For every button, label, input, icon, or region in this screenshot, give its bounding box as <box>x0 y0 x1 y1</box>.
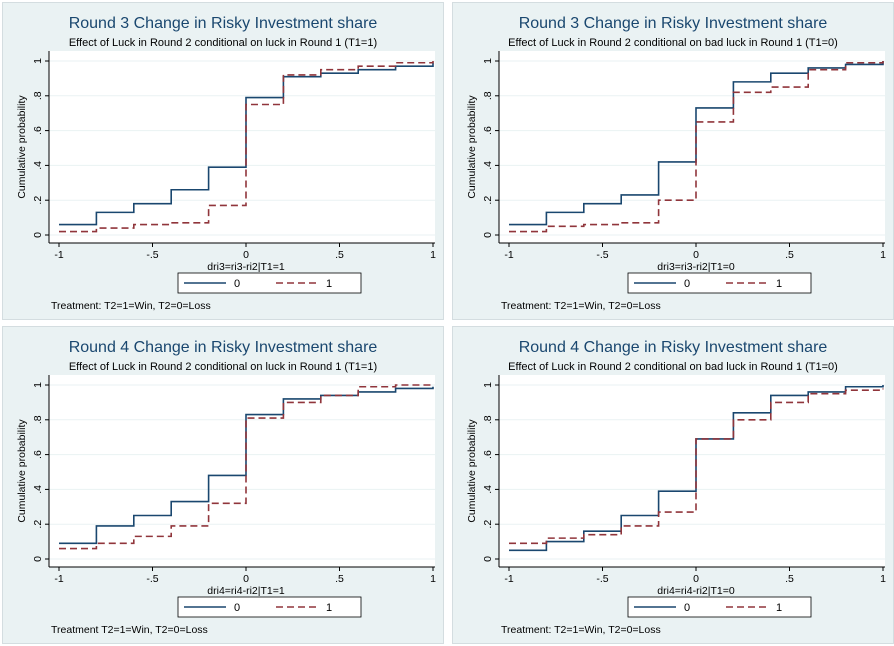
y-tick-label: 0 <box>32 232 44 238</box>
chart-note: Treatment: T2=1=Win, T2=0=Loss <box>501 300 661 312</box>
y-tick-label: 0 <box>482 556 494 562</box>
y-tick-label: 1 <box>482 382 494 388</box>
legend-label-0: 0 <box>234 278 240 290</box>
x-tick-label: -1 <box>504 573 513 585</box>
chart-subtitle: Effect of Luck in Round 2 conditional on… <box>68 37 378 49</box>
chart-subtitle: Effect of Luck in Round 2 conditional on… <box>508 361 838 373</box>
chart-panel-round4-badluck: Round 4 Change in Risky Investment share… <box>452 326 894 644</box>
x-axis-title: dri3=ri3-ri2|T1=1 <box>207 261 285 273</box>
y-tick-label: 1 <box>32 382 44 388</box>
legend-label-0: 0 <box>684 278 690 290</box>
chart-title: Round 3 Change in Risky Investment share <box>518 15 828 32</box>
legend-label-0: 0 <box>234 602 240 614</box>
series-line-0 <box>509 61 884 226</box>
legend-box <box>627 272 812 294</box>
x-tick-label: .5 <box>785 249 794 261</box>
chart-note: Treatment: T2=1=Win, T2=0=Loss <box>51 300 211 312</box>
y-tick-label: .2 <box>482 520 494 529</box>
legend-label-0: 0 <box>684 602 690 614</box>
x-tick-label: -.5 <box>146 573 158 585</box>
y-tick-label: .2 <box>32 520 44 529</box>
y-tick-label: 1 <box>482 58 494 64</box>
series-line-0 <box>59 62 434 226</box>
x-tick-label: 1 <box>430 249 436 261</box>
x-tick-label: 0 <box>693 249 699 261</box>
chart-subtitle: Effect of Luck in Round 2 conditional on… <box>508 37 838 49</box>
chart-panel-round3-luck: Round 3 Change in Risky Investment share… <box>2 2 444 320</box>
plot-area <box>499 51 885 243</box>
x-tick-label: 1 <box>430 573 436 585</box>
x-tick-label: 0 <box>243 249 249 261</box>
legend-box <box>177 596 362 618</box>
x-tick-label: -1 <box>54 249 63 261</box>
y-tick-label: 0 <box>32 556 44 562</box>
y-axis-title: Cumulative probability <box>466 419 478 523</box>
x-tick-label: 0 <box>693 573 699 585</box>
plot-area <box>49 51 435 243</box>
x-tick-label: 0 <box>243 573 249 585</box>
y-tick-label: .2 <box>482 196 494 205</box>
y-axis-title: Cumulative probability <box>466 95 478 199</box>
chart-title: Round 4 Change in Risky Investment share <box>68 339 378 356</box>
legend-box <box>177 272 362 294</box>
y-tick-label: .8 <box>482 415 494 424</box>
y-tick-label: .4 <box>32 485 44 494</box>
y-tick-label: .6 <box>32 450 44 459</box>
y-tick-label: .6 <box>32 126 44 135</box>
x-axis-title: dri4=ri4-ri2|T1=0 <box>657 585 735 597</box>
plot-svg: 0 .2 .4 .6 .8 1 -1 -.5 0 .5 1 Cumulative probabilit… <box>16 51 436 294</box>
x-tick-label: .5 <box>335 573 344 585</box>
legend-label-1: 1 <box>776 602 782 614</box>
chart-title: Round 4 Change in Risky Investment share <box>518 339 828 356</box>
y-tick-label: .4 <box>482 161 494 170</box>
chart-note: Treatment: T2=1=Win, T2=0=Loss <box>501 624 661 636</box>
plot-area <box>49 375 435 567</box>
x-tick-label: -.5 <box>146 249 158 261</box>
series-line-1 <box>509 61 884 233</box>
legend-box <box>627 596 812 618</box>
y-axis-title: Cumulative probability <box>16 95 28 199</box>
chart-title: Round 3 Change in Risky Investment share <box>68 15 378 32</box>
x-tick-label: -.5 <box>596 573 608 585</box>
y-tick-label: .6 <box>482 126 494 135</box>
chart-subtitle: Effect of Luck in Round 2 conditional on… <box>68 361 378 373</box>
x-tick-label: 1 <box>880 249 886 261</box>
y-axis-title: Cumulative probability <box>16 419 28 523</box>
plot-svg: 0 .2 .4 .6 .8 1 -1 -.5 0 .5 1 Cumulative probabilit… <box>16 375 436 618</box>
plot-svg: 0 .2 .4 .6 .8 1 -1 -.5 0 .5 1 Cumulative probabilit… <box>466 375 886 618</box>
x-tick-label: 1 <box>880 573 886 585</box>
legend-label-1: 1 <box>776 278 782 290</box>
legend-label-1: 1 <box>326 278 332 290</box>
y-tick-label: 0 <box>482 232 494 238</box>
plot-svg: 0 .2 .4 .6 .8 1 -1 -.5 0 .5 1 Cumulative probabilit… <box>466 51 886 294</box>
x-tick-label: -.5 <box>596 249 608 261</box>
y-tick-label: .8 <box>32 91 44 100</box>
x-axis-title: dri3=ri3-ri2|T1=0 <box>657 261 735 273</box>
series-line-0 <box>59 386 434 545</box>
x-tick-label: -1 <box>54 573 63 585</box>
legend-label-1: 1 <box>326 602 332 614</box>
y-tick-label: .8 <box>32 415 44 424</box>
series-line-1 <box>59 384 433 550</box>
x-tick-label: .5 <box>785 573 794 585</box>
chart-note: Treatment T2=1=Win, T2=0=Loss <box>51 624 208 636</box>
y-tick-label: .8 <box>482 91 494 100</box>
y-tick-label: .6 <box>482 450 494 459</box>
y-tick-label: .4 <box>32 161 44 170</box>
chart-panel-round3-badluck: Round 3 Change in Risky Investment share… <box>452 2 894 320</box>
x-tick-label: .5 <box>335 249 344 261</box>
y-tick-label: .2 <box>32 196 44 205</box>
y-tick-label: 1 <box>32 58 44 64</box>
y-tick-label: .4 <box>482 485 494 494</box>
series-line-1 <box>509 388 884 545</box>
x-axis-title: dri4=ri4-ri2|T1=1 <box>207 585 285 597</box>
x-tick-label: -1 <box>504 249 513 261</box>
series-line-1 <box>59 61 434 233</box>
plot-area <box>499 375 885 567</box>
chart-panel-round4-luck: Round 4 Change in Risky Investment share… <box>2 326 444 644</box>
